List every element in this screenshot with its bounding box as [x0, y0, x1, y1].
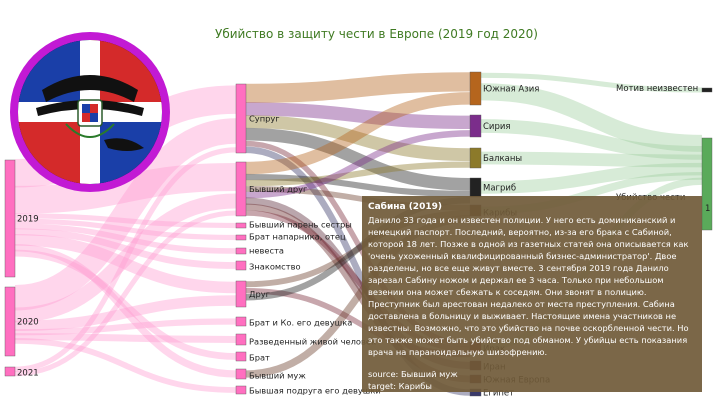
sankey-node-label: 2019 [17, 215, 39, 225]
sankey-link[interactable] [245, 102, 471, 130]
sankey-node-label: невеста [249, 246, 284, 256]
sankey-link[interactable] [245, 161, 471, 187]
sankey-link[interactable] [14, 244, 237, 378]
sankey-node-relations[interactable] [235, 260, 247, 271]
sankey-node-relations[interactable] [235, 368, 247, 380]
sankey-node-label: Магриб [483, 184, 516, 194]
sankey-link[interactable] [245, 127, 471, 191]
sankey-node-label: 2021 [17, 369, 39, 379]
dominican-flag-logo [10, 32, 170, 192]
sankey-node-label: Бывший парень сестры [249, 220, 352, 230]
tooltip-source: source: Бывший муж [368, 369, 458, 379]
tooltip-title: Сабина (2019) [368, 202, 442, 212]
sankey-node-relations[interactable] [235, 234, 247, 241]
sankey-link[interactable] [14, 338, 237, 393]
sankey-link[interactable] [480, 83, 703, 152]
sankey-node-years[interactable] [4, 159, 16, 278]
sankey-node-regions[interactable] [469, 177, 482, 198]
sankey-node-label: Брат и Ко. его девушка [249, 318, 352, 328]
sankey-link[interactable] [14, 228, 237, 269]
sankey-node-label: Бывшая подруга его девушки [249, 386, 381, 396]
sankey-link[interactable] [14, 118, 237, 311]
sankey-node-years[interactable] [4, 286, 16, 357]
hat-icon [42, 75, 138, 102]
sankey-node-label: Супруг [249, 114, 280, 124]
tooltip-target: target: Карибы [368, 381, 432, 391]
sankey-link[interactable] [245, 130, 471, 199]
sankey-link[interactable] [14, 193, 237, 323]
sankey-link[interactable] [480, 162, 703, 194]
sankey-node-relations[interactable] [235, 385, 247, 395]
sankey-node-relations[interactable] [235, 83, 247, 154]
sankey-node-relations[interactable] [235, 161, 247, 217]
sankey-link[interactable] [14, 295, 237, 332]
sankey-link[interactable] [14, 223, 237, 254]
sankey-link[interactable] [245, 173, 471, 197]
sankey-node-label: Брат напарника, отец [249, 232, 346, 242]
link-tooltip: Сабина (2019) Данило 33 года и он извест… [362, 196, 702, 392]
sankey-node-label: Брат [249, 353, 270, 363]
sankey-node-years[interactable] [4, 366, 16, 377]
sankey-node-motives[interactable] [701, 87, 713, 93]
sankey-link[interactable] [480, 119, 703, 160]
sankey-link[interactable] [14, 210, 237, 377]
sankey-node-relations[interactable] [235, 280, 247, 308]
sankey-link[interactable] [14, 218, 237, 241]
sankey-node-label: 2020 [17, 318, 39, 328]
sankey-node-label: Знакомство [249, 262, 301, 272]
sankey-link[interactable] [14, 333, 237, 343]
sankey-node-relations[interactable] [235, 351, 247, 362]
sankey-link[interactable] [480, 72, 703, 93]
sankey-node-label: Египет [483, 389, 514, 399]
value-label: 1 [705, 204, 710, 214]
sankey-link[interactable] [14, 213, 237, 229]
sankey-link[interactable] [14, 233, 237, 294]
sankey-node-label: Мотив неизвестен [616, 84, 698, 94]
sankey-node-relations[interactable] [235, 222, 247, 229]
sankey-node-label: Сирия [483, 122, 511, 132]
sankey-link[interactable] [245, 115, 471, 162]
sankey-link[interactable] [14, 318, 237, 336]
sankey-node-regions[interactable] [469, 114, 482, 138]
sankey-node-label: Разведенный живой человек [249, 337, 376, 347]
sankey-link[interactable] [480, 151, 703, 168]
sankey-node-label: Бывший муж [249, 371, 306, 381]
sankey-node-label: Южная Азия [483, 85, 539, 95]
chart-title: Убийство в защиту чести в Европе (2019 г… [215, 27, 538, 41]
sankey-node-label: Друг [249, 289, 270, 299]
sankey-node-label: Бывший друг [249, 184, 307, 194]
sankey-link[interactable] [14, 163, 237, 214]
sankey-node-relations[interactable] [235, 316, 247, 327]
sankey-link[interactable] [14, 249, 237, 360]
tooltip-body: Данило 33 года и он известен полиции. У … [368, 215, 689, 357]
sankey-node-label: Балканы [483, 154, 522, 164]
sankey-link[interactable] [245, 92, 471, 175]
sankey-node-motives[interactable] [701, 137, 713, 231]
sankey-node-relations[interactable] [235, 247, 247, 255]
sankey-link[interactable] [245, 72, 471, 104]
sankey-link[interactable] [14, 147, 237, 372]
sankey-node-regions[interactable] [469, 147, 482, 169]
sankey-node-relations[interactable] [235, 333, 247, 346]
sankey-node-regions[interactable] [469, 71, 482, 106]
